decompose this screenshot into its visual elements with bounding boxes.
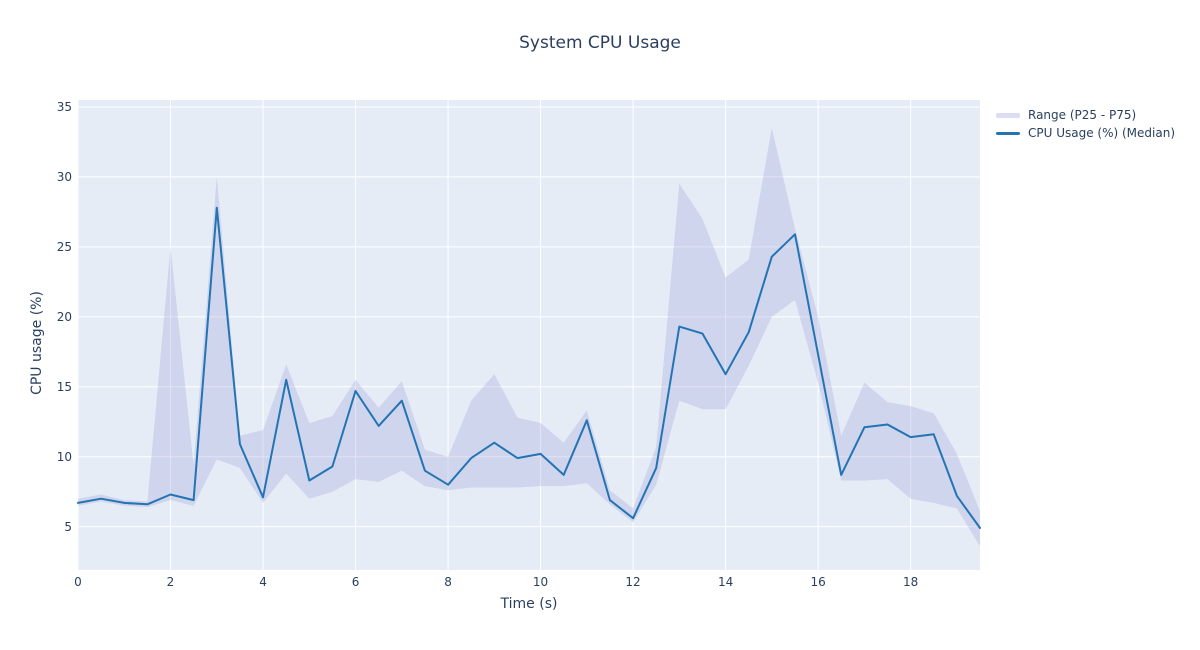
band-swatch-icon <box>996 112 1020 118</box>
x-tick-label: 16 <box>810 575 826 589</box>
y-tick-label: 20 <box>56 309 72 324</box>
x-tick-label: 4 <box>259 575 267 589</box>
y-tick-label: 25 <box>56 239 72 254</box>
x-tick-label: 8 <box>444 575 452 589</box>
legend-item-range[interactable]: Range (P25 - P75) <box>996 106 1175 124</box>
range-band <box>78 128 980 547</box>
legend: Range (P25 - P75) CPU Usage (%) (Median) <box>996 106 1175 142</box>
x-tick-label: 10 <box>532 575 549 589</box>
median-line <box>77 206 981 529</box>
x-axis-title: Time (s) <box>500 596 558 612</box>
y-axis-title: CPU usage (%) <box>29 291 45 395</box>
legend-label-median: CPU Usage (%) (Median) <box>1028 126 1176 140</box>
y-tick-label: 30 <box>56 169 72 184</box>
x-tick-label: 2 <box>166 575 175 589</box>
x-tick-label: 18 <box>902 575 919 589</box>
x-tick-label: 0 <box>74 575 82 589</box>
y-tick-label: 10 <box>56 449 72 464</box>
x-tick-label: 14 <box>717 575 734 589</box>
legend-item-median[interactable]: CPU Usage (%) (Median) <box>996 124 1175 142</box>
y-tick-label: 15 <box>56 379 72 394</box>
chart-title: System CPU Usage <box>519 33 681 53</box>
y-tick-label: 35 <box>56 99 72 114</box>
line-swatch-icon <box>996 131 1020 135</box>
x-tick-label: 12 <box>625 575 641 589</box>
legend-label-range: Range (P25 - P75) <box>1028 108 1137 122</box>
x-tick-label: 6 <box>351 575 360 589</box>
y-tick-label: 5 <box>64 519 72 534</box>
